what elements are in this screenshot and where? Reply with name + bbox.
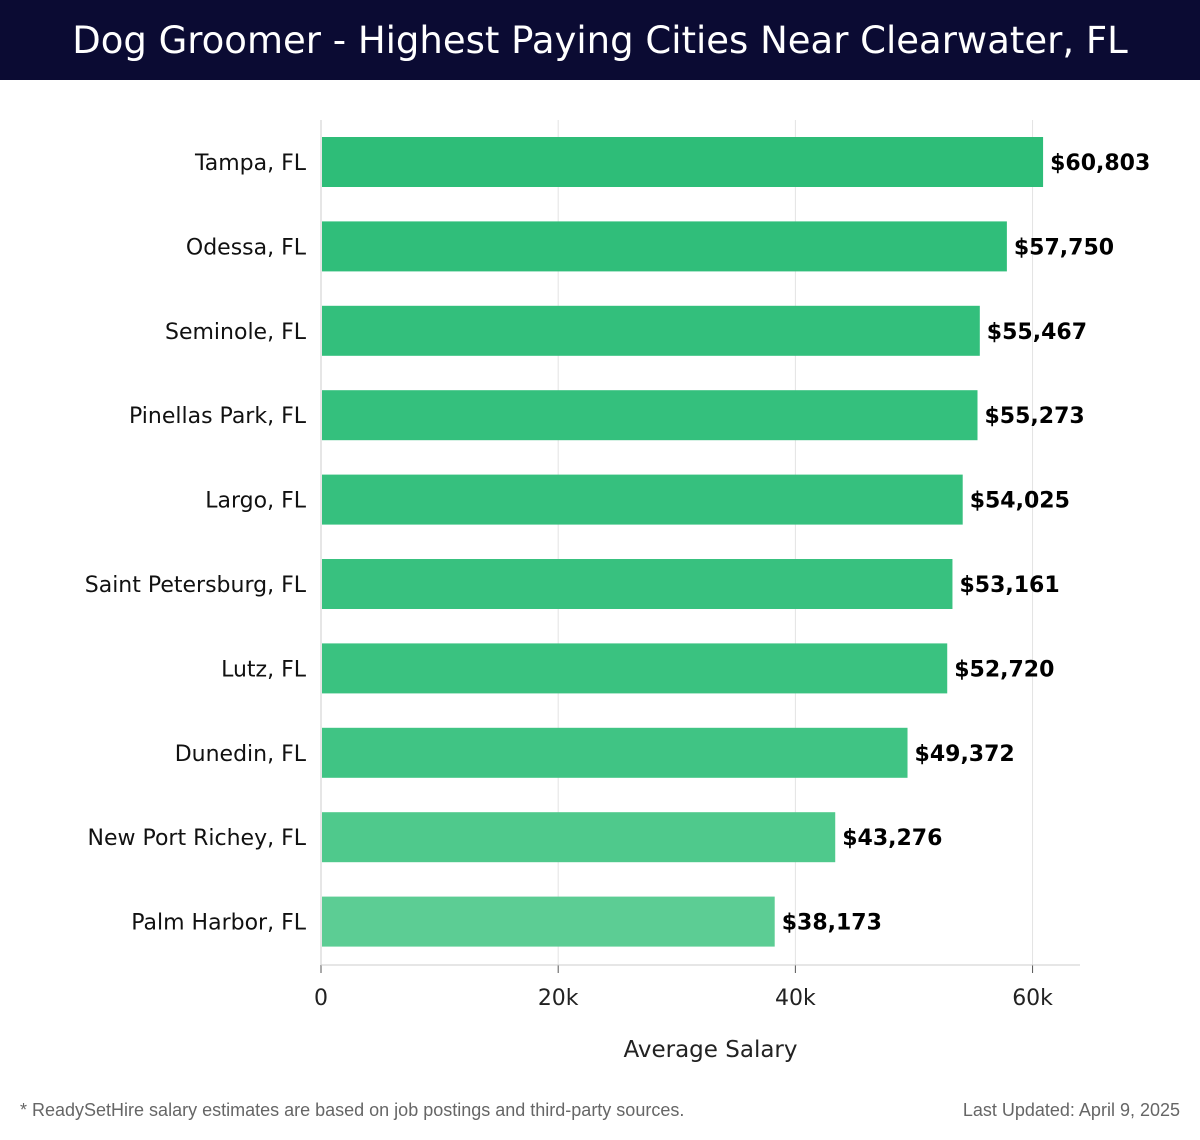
value-label: $55,467 — [987, 320, 1087, 345]
category-label: Tampa, FL — [194, 151, 307, 176]
category-label: Seminole, FL — [165, 320, 307, 345]
bar — [322, 221, 1007, 272]
value-label: $55,273 — [985, 404, 1085, 429]
bar — [322, 390, 978, 441]
category-label: New Port Richey, FL — [88, 826, 307, 851]
x-tick-label: 20k — [538, 986, 579, 1011]
last-updated: Last Updated: April 9, 2025 — [962, 1100, 1180, 1120]
value-label: $52,720 — [954, 657, 1054, 682]
chart-title: Dog Groomer - Highest Paying Cities Near… — [72, 18, 1128, 62]
bar — [322, 305, 980, 356]
bar — [322, 643, 948, 694]
category-label: Saint Petersburg, FL — [85, 573, 307, 598]
value-label: $43,276 — [842, 826, 942, 851]
value-label: $54,025 — [970, 489, 1070, 514]
value-label: $49,372 — [915, 742, 1015, 767]
bar — [322, 727, 908, 778]
category-label: Lutz, FL — [221, 657, 307, 682]
bar — [322, 812, 836, 863]
category-label: Odessa, FL — [186, 235, 307, 260]
category-label: Largo, FL — [205, 489, 306, 514]
x-tick-label: 40k — [775, 986, 816, 1011]
x-tick-label: 0 — [314, 986, 328, 1011]
category-label: Pinellas Park, FL — [129, 404, 307, 429]
bar-chart: 0 20k 40k 60k Tampa, FL $60,803 Odessa, FL $57,… — [85, 120, 1150, 1063]
value-label: $38,173 — [782, 911, 882, 936]
chart-header: Dog Groomer - Highest Paying Cities Near… — [0, 0, 1200, 80]
x-axis-title: Average Salary — [623, 1037, 797, 1063]
bar — [322, 137, 1044, 187]
bar — [322, 474, 963, 525]
value-label: $60,803 — [1050, 151, 1150, 176]
bar — [322, 559, 953, 609]
bar — [322, 896, 775, 947]
category-label: Palm Harbor, FL — [131, 911, 306, 936]
value-label: $53,161 — [959, 573, 1059, 598]
footnote: * ReadySetHire salary estimates are base… — [20, 1100, 685, 1120]
category-label: Dunedin, FL — [175, 742, 307, 767]
x-tick-label: 60k — [1012, 986, 1053, 1011]
value-label: $57,750 — [1014, 235, 1114, 260]
